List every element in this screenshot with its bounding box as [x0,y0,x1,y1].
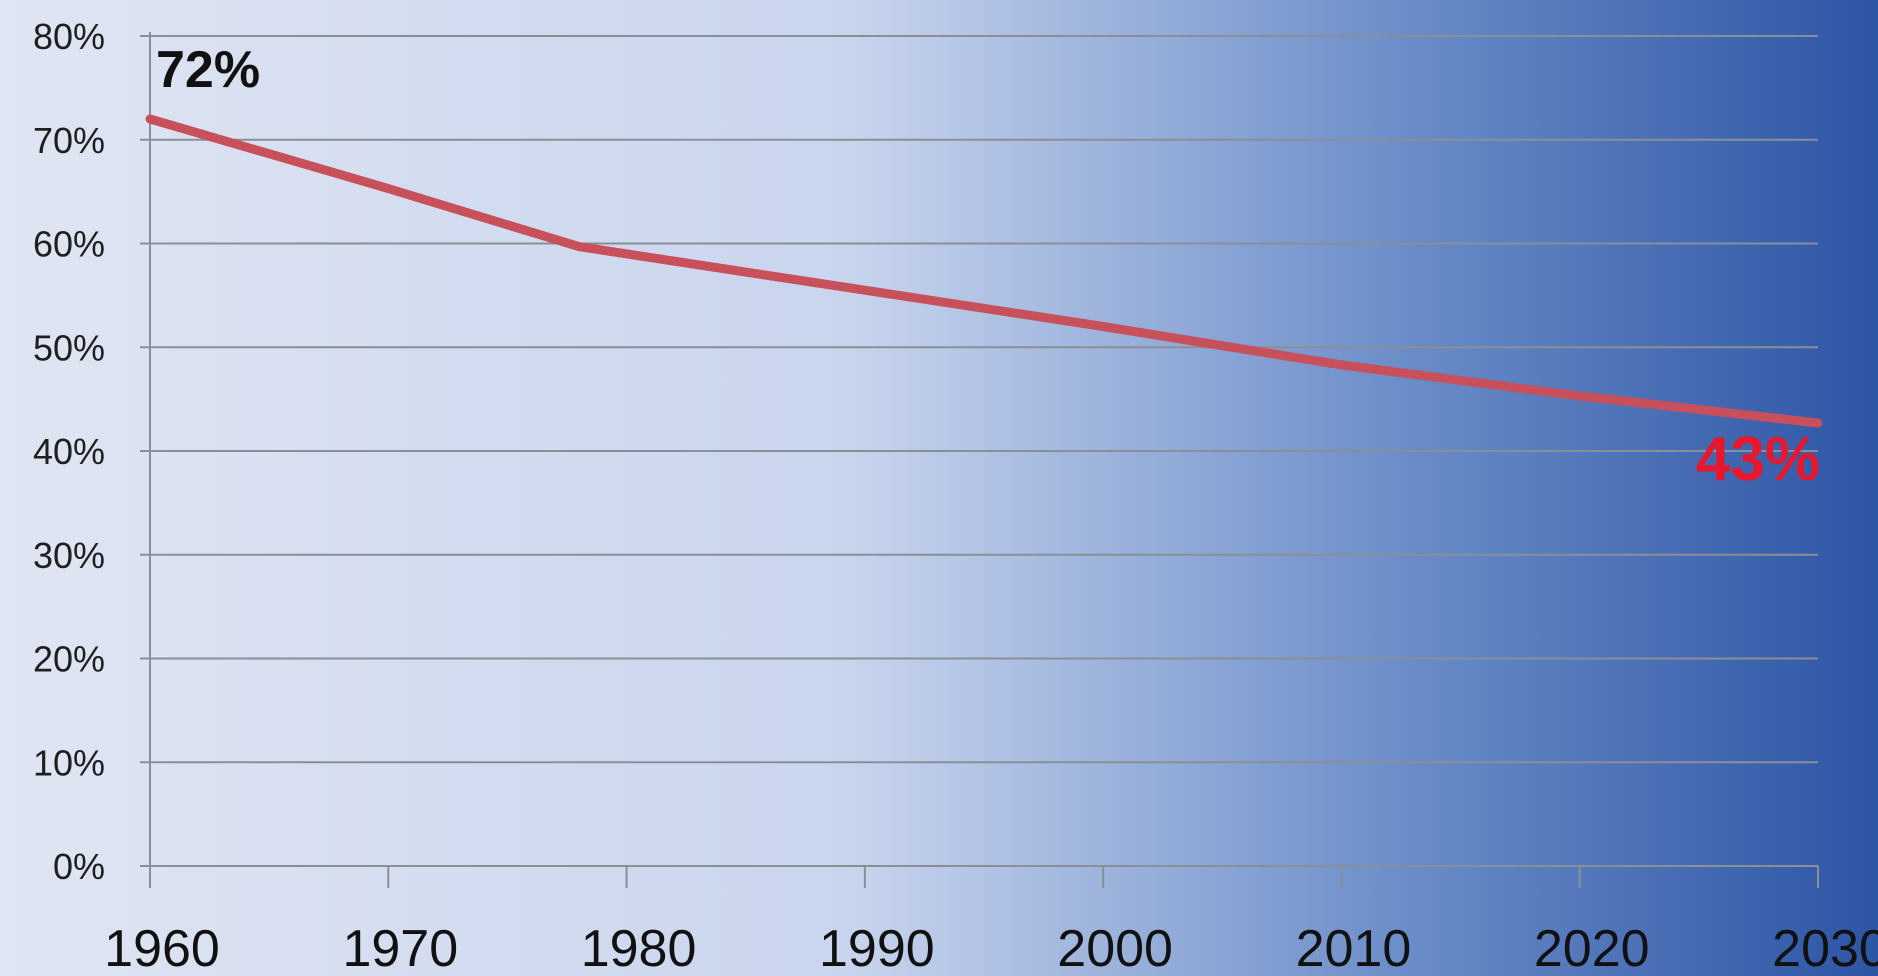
y-tick-label: 20% [33,639,105,680]
x-tick-label: 1960 [104,920,220,976]
x-tick-label: 1990 [819,920,935,976]
x-tick-label: 2010 [1296,920,1412,976]
data-label-annotation: 72% [156,41,260,99]
x-axis-tick-labels: 1960 1970 1980 1990 2000 2010 2020 2030 [104,920,1878,976]
y-axis-tick-labels: 0% 10% 20% 30% 40% 50% 60% 70% 80% [33,16,105,887]
y-tick-label: 80% [33,16,105,57]
x-tick-label: 1980 [581,920,697,976]
y-tick-label: 0% [53,846,105,887]
series-line [145,114,1823,428]
x-tick-label: 2030 [1772,920,1878,976]
x-tick-label: 2000 [1057,920,1173,976]
y-tick-label: 70% [33,120,105,161]
x-tick-label: 2020 [1534,920,1650,976]
y-tick-label: 30% [33,535,105,576]
y-tick-label: 60% [33,224,105,265]
axes [140,32,1819,888]
series-lines [145,114,1823,428]
x-tick-label: 1970 [342,920,458,976]
data-label-annotation: 43% [1696,425,1820,494]
gridlines [150,35,1818,764]
annotations: 72% 43% [156,41,1820,494]
y-tick-label: 10% [33,742,105,783]
y-tick-label: 50% [33,327,105,368]
y-tick-label: 40% [33,431,105,472]
